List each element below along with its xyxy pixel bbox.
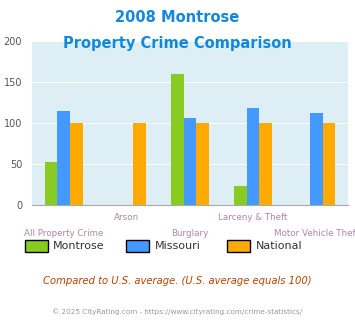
Text: National: National	[256, 241, 302, 251]
Bar	[323, 123, 335, 205]
Bar	[260, 123, 272, 205]
Bar	[57, 111, 70, 205]
Bar	[196, 123, 209, 205]
Text: Missouri: Missouri	[154, 241, 200, 251]
Text: 2008 Montrose: 2008 Montrose	[115, 10, 240, 25]
Text: Motor Vehicle Theft: Motor Vehicle Theft	[274, 229, 355, 238]
Bar	[70, 123, 82, 205]
Bar	[45, 162, 57, 205]
Bar	[171, 74, 184, 205]
Text: Property Crime Comparison: Property Crime Comparison	[63, 36, 292, 51]
Text: Montrose: Montrose	[53, 241, 105, 251]
Text: All Property Crime: All Property Crime	[24, 229, 103, 238]
Bar	[247, 108, 260, 205]
Text: Burglary: Burglary	[171, 229, 208, 238]
Text: Arson: Arson	[114, 213, 139, 222]
Bar	[184, 118, 196, 205]
Bar	[234, 186, 247, 205]
Bar	[310, 113, 323, 205]
Text: Compared to U.S. average. (U.S. average equals 100): Compared to U.S. average. (U.S. average …	[43, 276, 312, 285]
Text: Larceny & Theft: Larceny & Theft	[218, 213, 288, 222]
Bar	[133, 123, 146, 205]
Text: © 2025 CityRating.com - https://www.cityrating.com/crime-statistics/: © 2025 CityRating.com - https://www.city…	[53, 309, 302, 315]
